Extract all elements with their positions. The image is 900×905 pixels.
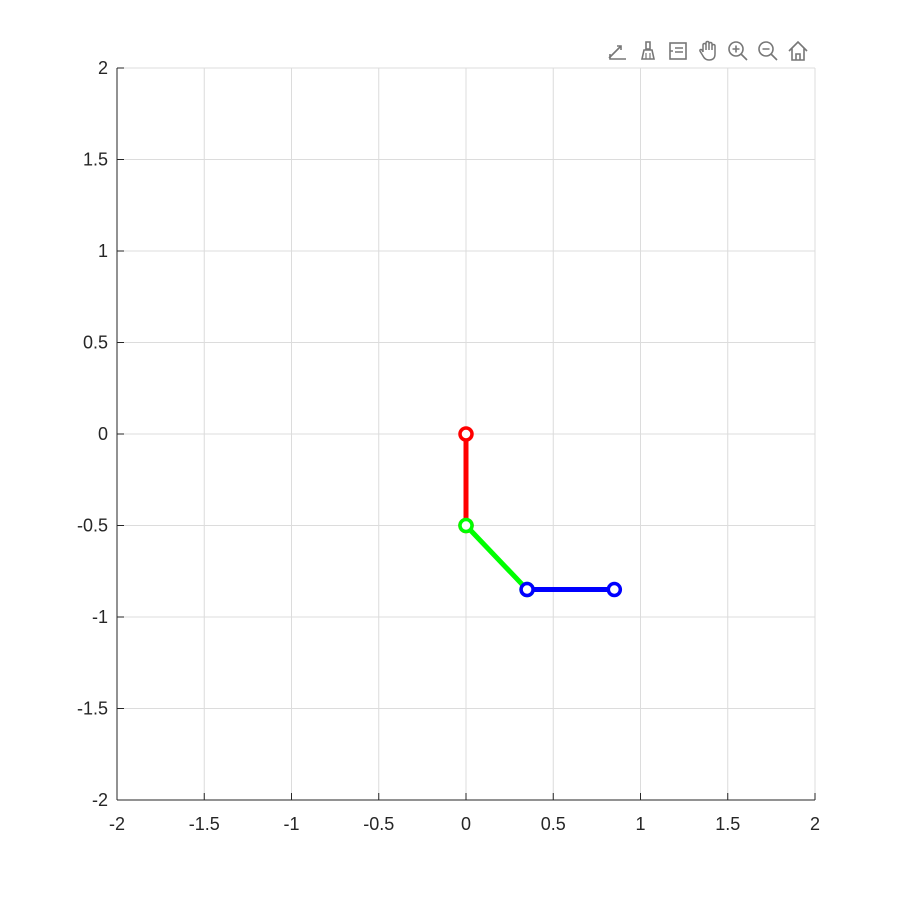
series-3-point — [519, 581, 535, 598]
brush-icon — [641, 41, 655, 60]
x-tick-label: -1 — [283, 814, 299, 834]
x-tick-label: -0.5 — [363, 814, 394, 834]
series-3-point — [606, 581, 623, 598]
datatip-icon — [669, 42, 687, 60]
y-tick-label: 1 — [98, 241, 108, 261]
y-tick-label: 2 — [98, 58, 108, 78]
home-button[interactable] — [784, 36, 812, 66]
series-2-point — [458, 517, 474, 534]
brush-button[interactable] — [634, 36, 662, 66]
x-tick-label: 0.5 — [541, 814, 566, 834]
pan-icon — [699, 40, 716, 61]
x-tick-label: 2 — [810, 814, 820, 834]
x-tick-label: 1 — [635, 814, 645, 834]
axes-toolbar — [604, 36, 812, 66]
x-tick-label: 1.5 — [715, 814, 740, 834]
y-tick-label: -1.5 — [77, 699, 108, 719]
y-tick-label: 0 — [98, 424, 108, 444]
series-1-point — [458, 426, 474, 442]
zoom-out-button[interactable] — [754, 36, 782, 66]
series-2-line — [464, 523, 529, 592]
zoom-in-icon — [728, 41, 748, 61]
zoom-in-button[interactable] — [724, 36, 752, 66]
x-tick-label: -2 — [109, 814, 125, 834]
y-tick-label: -1 — [92, 607, 108, 627]
pan-button[interactable] — [694, 36, 722, 66]
datatip-button[interactable] — [664, 36, 692, 66]
y-tick-label: 0.5 — [83, 333, 108, 353]
y-tick-label: -2 — [92, 790, 108, 810]
x-tick-label: 0 — [461, 814, 471, 834]
y-tick-label: 1.5 — [83, 150, 108, 170]
home-icon — [788, 40, 808, 61]
export-icon — [608, 45, 626, 60]
export-button[interactable] — [604, 36, 632, 66]
zoom-out-icon — [758, 41, 778, 61]
y-tick-label: -0.5 — [77, 516, 108, 536]
x-tick-label: -1.5 — [189, 814, 220, 834]
